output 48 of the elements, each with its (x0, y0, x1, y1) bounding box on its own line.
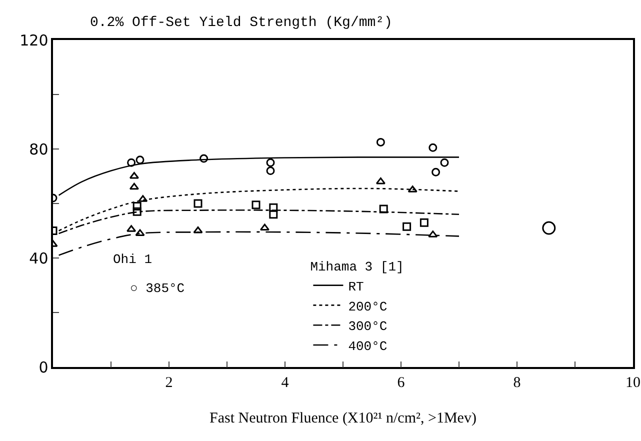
point (379, 204, 388, 214)
point (269, 203, 278, 212)
point (428, 143, 438, 152)
y-tick-label: 120 (20, 31, 48, 50)
point (193, 226, 203, 234)
point (127, 158, 136, 167)
point (266, 166, 275, 176)
annotation: ○ 385°C (130, 281, 185, 296)
point (376, 177, 386, 184)
point (420, 218, 428, 227)
point (542, 221, 556, 235)
point (194, 199, 202, 208)
x-tick-label: 10 (626, 374, 640, 391)
point (402, 222, 412, 231)
point (252, 200, 260, 210)
point (269, 210, 278, 219)
x-tick-label: 2 (165, 374, 173, 391)
point (135, 229, 145, 236)
point (408, 186, 418, 192)
legend-label: 300°C (348, 319, 388, 334)
point (428, 230, 438, 238)
point (126, 225, 136, 232)
point (129, 182, 139, 190)
y-tick-label: 40 (29, 249, 48, 268)
y-tick-label: 80 (29, 140, 48, 158)
point (200, 154, 208, 163)
legend-label: 200°C (348, 299, 388, 314)
point (432, 168, 440, 176)
legend-label: RT (348, 279, 364, 294)
y-tick-label: 0 (38, 358, 48, 376)
point (260, 224, 270, 231)
x-tick-label: 6 (397, 374, 406, 391)
x-tick-label: 8 (513, 374, 521, 391)
legend-title: Mihama 3 [1] (310, 259, 404, 274)
x-tick-label: 4 (281, 374, 290, 391)
point (376, 138, 385, 146)
legend-label: 400°C (348, 339, 388, 354)
annotation: Ohi 1 (113, 252, 152, 267)
x-axis-title: Fast Neutron Fluence (X10²¹ n/cm², >1Mev) (210, 410, 476, 426)
point (132, 207, 142, 216)
y-axis-title: 0.2% Off-Set Yield Strength (Kg/mm²) (90, 15, 392, 31)
point (266, 158, 275, 167)
point (132, 202, 142, 210)
point (136, 156, 144, 164)
point (440, 158, 449, 167)
point (129, 172, 139, 179)
line-series (58, 156, 460, 196)
point (138, 195, 148, 202)
